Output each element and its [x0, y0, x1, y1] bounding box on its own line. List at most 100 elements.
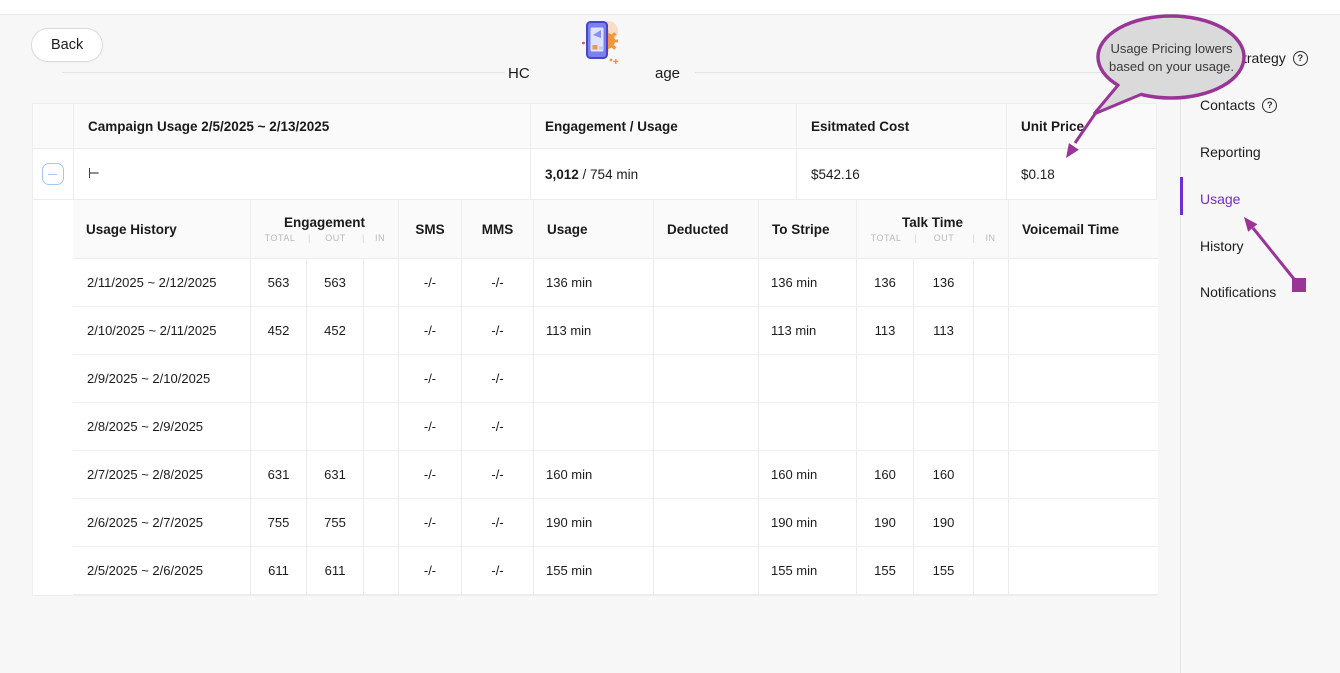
engagement-out-label: OUT — [325, 233, 346, 243]
table-row: 2/7/2025 ~ 2/8/2025 631 631 -/- -/- 160 … — [73, 451, 1158, 499]
talk-out-cell: 113 — [913, 307, 973, 354]
usage-cell: 190 min — [533, 499, 653, 546]
table-row: 2/5/2025 ~ 2/6/2025 611 611 -/- -/- 155 … — [73, 547, 1158, 595]
deducted-cell — [653, 499, 758, 546]
tooltip-line2: based on your usage. — [1108, 59, 1235, 75]
title-divider-right — [695, 72, 1110, 73]
talk-total-cell: 155 — [856, 547, 913, 594]
campaign-usage-table: Campaign Usage 2/5/2025 ~ 2/13/2025 Enga… — [32, 103, 1158, 596]
usage-history-table: Usage History Engagement TOTAL | OUT | I… — [73, 200, 1158, 595]
deducted-cell — [653, 355, 758, 402]
sidebar-item-history[interactable]: History — [1200, 238, 1244, 254]
talk-total-label: TOTAL — [870, 233, 902, 243]
date-range-cell: 2/8/2025 ~ 2/9/2025 — [87, 419, 204, 434]
back-button[interactable]: Back — [31, 28, 104, 62]
voicemail-cell — [1008, 403, 1158, 450]
talk-out-cell — [913, 355, 973, 402]
to-stripe-cell: 136 min — [758, 259, 856, 306]
usage-cell: 136 min — [533, 259, 653, 306]
title-divider-left — [62, 72, 505, 73]
engagement-group-label: Engagement — [283, 215, 365, 230]
sms-header: SMS — [398, 200, 461, 258]
to-stripe-cell — [758, 355, 856, 402]
talk-time-group-header: Talk Time TOTAL | OUT | IN — [856, 200, 1008, 258]
expander-header-cell — [33, 104, 73, 148]
eng-out-cell: 452 — [306, 307, 363, 354]
talk-total-cell: 136 — [856, 259, 913, 306]
to-stripe-cell — [758, 403, 856, 450]
voicemail-cell — [1008, 307, 1158, 354]
summary-row: ⊢ 3,012 / 754 min $542.16 $0.18 — [33, 149, 1156, 200]
mms-cell: -/- — [461, 259, 533, 306]
usage-cell: 160 min — [533, 451, 653, 498]
engagement-in-label: IN — [375, 233, 385, 243]
engagement-minutes: / 754 min — [578, 166, 639, 182]
mms-cell: -/- — [461, 307, 533, 354]
eng-out-cell: 611 — [306, 547, 363, 594]
arrow-start-square — [1292, 278, 1306, 292]
speech-bubble — [1096, 14, 1246, 100]
voicemail-cell — [1008, 547, 1158, 594]
mms-cell: -/- — [461, 355, 533, 402]
eng-total-cell: 452 — [250, 307, 306, 354]
eng-in-cell — [363, 259, 398, 306]
date-range-cell: 2/7/2025 ~ 2/8/2025 — [87, 467, 204, 482]
table-row: 2/6/2025 ~ 2/7/2025 755 755 -/- -/- 190 … — [73, 499, 1158, 547]
eng-out-cell: 755 — [306, 499, 363, 546]
table-row: 2/11/2025 ~ 2/12/2025 563 563 -/- -/- 13… — [73, 259, 1158, 307]
mms-cell: -/- — [461, 451, 533, 498]
campaign-name-cell: ⊢ — [73, 149, 530, 199]
phone-gear-icon — [582, 21, 619, 64]
sidebar-item-contacts[interactable]: Contacts ? — [1200, 97, 1278, 113]
sidebar-item-reporting[interactable]: Reporting — [1200, 144, 1261, 160]
sidebar-item-usage[interactable]: Usage — [1200, 191, 1240, 207]
eng-total-cell — [250, 403, 306, 450]
sidebar-item-strategy[interactable]: trategy ? — [1243, 50, 1308, 66]
usage-cell — [533, 355, 653, 402]
separator: | — [914, 233, 917, 243]
talk-total-cell: 160 — [856, 451, 913, 498]
eng-total-cell: 631 — [250, 451, 306, 498]
talk-in-cell — [973, 355, 1008, 402]
engagement-group-header: Engagement TOTAL | OUT | IN — [250, 200, 398, 258]
engagement-total: 3,012 — [545, 166, 579, 182]
sidebar-divider — [1180, 15, 1181, 673]
deducted-cell — [653, 259, 758, 306]
talk-out-cell: 190 — [913, 499, 973, 546]
talk-in-cell — [973, 403, 1008, 450]
tooltip-bubble-text: Usage Pricing lowers based on your usage… — [1101, 40, 1242, 76]
sms-cell: -/- — [398, 307, 461, 354]
sidebar-item-label: Notifications — [1200, 284, 1277, 300]
help-icon[interactable]: ? — [1292, 50, 1308, 66]
talk-out-cell: 155 — [913, 547, 973, 594]
help-icon[interactable]: ? — [1262, 97, 1278, 113]
usage-cell: 113 min — [533, 307, 653, 354]
voicemail-cell — [1008, 355, 1158, 402]
date-range-cell: 2/5/2025 ~ 2/6/2025 — [87, 563, 204, 578]
mms-cell: -/- — [461, 499, 533, 546]
collapse-row-button[interactable] — [42, 163, 64, 185]
date-range-cell: 2/10/2025 ~ 2/11/2025 — [87, 323, 217, 338]
date-range-cell: 2/6/2025 ~ 2/7/2025 — [87, 515, 204, 530]
engagement-usage-cell: 3,012 / 754 min — [530, 149, 796, 199]
talk-in-cell — [973, 259, 1008, 306]
engagement-total-label: TOTAL — [264, 233, 296, 243]
mms-header: MMS — [461, 200, 533, 258]
eng-total-cell: 755 — [250, 499, 306, 546]
sidebar-item-label: trategy — [1243, 50, 1286, 66]
engagement-usage-header: Engagement / Usage — [530, 104, 796, 148]
talk-total-cell: 190 — [856, 499, 913, 546]
to-stripe-cell: 155 min — [758, 547, 856, 594]
usage-header: Usage — [533, 200, 653, 258]
eng-in-cell — [363, 355, 398, 402]
talk-total-cell — [856, 355, 913, 402]
sidebar-item-notifications[interactable]: Notifications — [1200, 284, 1276, 300]
date-range-cell: 2/11/2025 ~ 2/12/2025 — [87, 275, 217, 290]
eng-in-cell — [363, 547, 398, 594]
talk-in-cell — [973, 499, 1008, 546]
top-strip — [0, 0, 1340, 15]
usage-history-header: Usage History — [86, 221, 177, 237]
sidebar-item-label: Usage — [1200, 191, 1241, 207]
estimated-cost-header: Esitmated Cost — [796, 104, 1006, 148]
date-range-cell: 2/9/2025 ~ 2/10/2025 — [87, 371, 211, 386]
